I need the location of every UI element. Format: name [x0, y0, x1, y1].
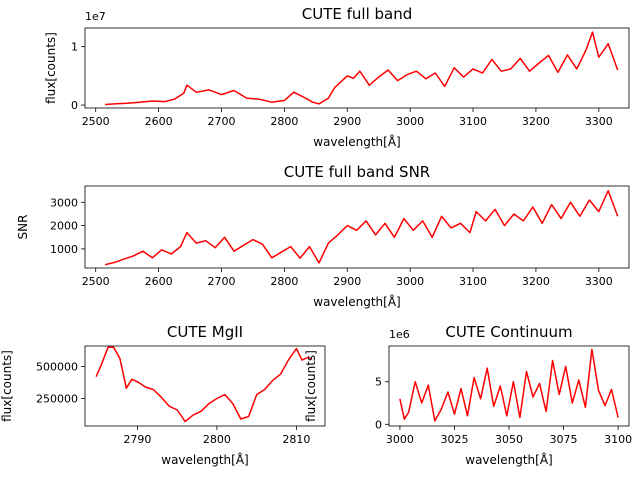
x-tick-label: 3100: [459, 275, 487, 288]
x-tick-label: 2600: [145, 115, 173, 128]
x-tick-label: 3200: [522, 115, 550, 128]
series-line: [399, 348, 619, 422]
plot-continuum: 3000 3025 3050 3075 3100 0 5 CUTE Continuum wave…: [304, 323, 632, 467]
y-tick-label: 1000: [50, 243, 78, 256]
x-tick-label: 2700: [207, 115, 235, 128]
axes-frame: [84, 27, 630, 109]
x-axis-label: wavelength[Å]: [161, 452, 248, 467]
x-tick-label: 3300: [585, 115, 613, 128]
y-tick-label: 0: [375, 418, 382, 431]
chart-title: CUTE full band SNR: [284, 163, 430, 181]
y-tick-label: 3000: [50, 196, 78, 209]
y-tick-label: 250000: [36, 392, 78, 405]
y-offset-text: 1e7: [85, 10, 106, 23]
x-tick-label: 2500: [82, 275, 110, 288]
axes-frame: [84, 345, 326, 427]
x-tick-label: 3100: [459, 115, 487, 128]
x-tick-label: 2790: [123, 433, 151, 446]
x-axis-label: wavelength[Å]: [313, 134, 400, 149]
x-axis-label: wavelength[Å]: [465, 452, 552, 467]
y-tick-label: 1: [71, 41, 78, 54]
x-tick-label: 2700: [207, 275, 235, 288]
y-offset-text: 1e6: [389, 328, 410, 341]
series-line: [105, 31, 619, 106]
x-tick-label: 2800: [270, 115, 298, 128]
series-line: [95, 346, 313, 423]
y-tick-label: 500000: [36, 360, 78, 373]
x-tick-label: 3100: [604, 433, 632, 446]
y-tick-label: 5: [375, 376, 382, 389]
x-tick-label: 3000: [386, 433, 414, 446]
x-tick-label: 2800: [270, 275, 298, 288]
axes-frame: [84, 185, 630, 269]
x-axis-label: wavelength[Å]: [313, 294, 400, 309]
y-axis-label: flux[counts]: [44, 32, 58, 104]
y-axis-label: flux[counts]: [0, 350, 14, 422]
x-tick-label: 3075: [550, 433, 578, 446]
chart-title: CUTE MgII: [167, 323, 243, 341]
plot-full-band: 2500 2600 2700 2800 2900 3000 3100 3200 3300 0 1 CU…: [44, 5, 630, 149]
x-tick-label: 2900: [333, 275, 361, 288]
chart-title: CUTE Continuum: [445, 323, 572, 341]
y-axis-label: SNR: [16, 215, 30, 240]
x-tick-label: 3000: [396, 275, 424, 288]
x-tick-label: 2810: [282, 433, 310, 446]
x-tick-label: 3300: [585, 275, 613, 288]
series-line: [104, 189, 619, 266]
x-tick-label: 2500: [82, 115, 110, 128]
x-tick-label: 3000: [396, 115, 424, 128]
x-tick-label: 2600: [145, 275, 173, 288]
chart-title: CUTE full band: [302, 5, 413, 23]
x-tick-label: 2800: [203, 433, 231, 446]
x-tick-label: 3050: [495, 433, 523, 446]
plot-mgii: 2790 2800 2810 250000 500000 CUTE MgII wavelen…: [0, 323, 326, 467]
y-tick-label: 2000: [50, 220, 78, 233]
x-tick-label: 2900: [333, 115, 361, 128]
y-axis-label: flux[counts]: [304, 350, 318, 422]
plot-full-band-snr: 2500 2600 2700 2800 2900 3000 3100 3200 3300 1000…: [16, 163, 630, 309]
x-tick-label: 3025: [440, 433, 468, 446]
y-tick-label: 0: [71, 99, 78, 112]
x-tick-label: 3200: [522, 275, 550, 288]
